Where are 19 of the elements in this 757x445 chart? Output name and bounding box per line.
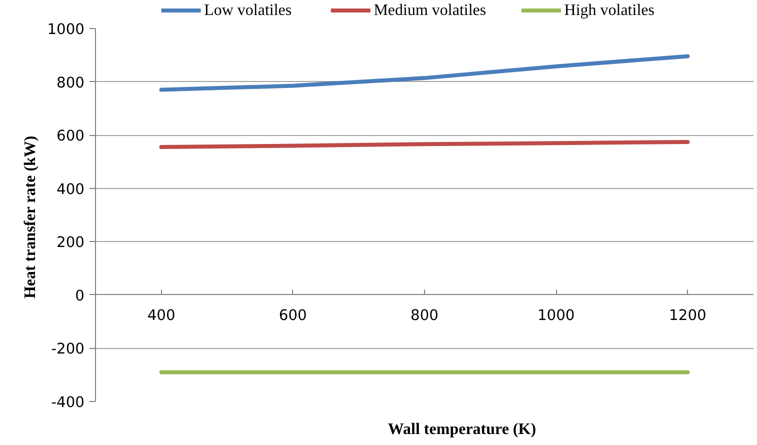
legend-label: High volatiles — [564, 2, 654, 19]
x-tick-label: 1000 — [537, 306, 575, 324]
x-tick-label: 800 — [410, 306, 438, 324]
x-tick-label: 400 — [147, 306, 176, 324]
y-tick-label: 400 — [56, 180, 85, 198]
legend-label: Medium volatiles — [374, 2, 486, 19]
line-series — [159, 54, 690, 92]
y-tick-label: 200 — [56, 234, 85, 252]
y-tick-label: 800 — [56, 74, 85, 92]
x-tick-label: 1200 — [669, 306, 706, 324]
y-tick-label: 1000 — [47, 21, 85, 38]
y-tick-label: 0 — [75, 287, 85, 304]
y-tick-label: -400 — [51, 394, 85, 411]
y-tick-label: 600 — [56, 128, 85, 145]
y-axis-title: Heat transfer rate (kW) — [22, 136, 40, 299]
legend-label: Low volatiles — [204, 2, 292, 19]
x-tick-label: 600 — [278, 306, 307, 324]
x-axis-title: Wall temperature (K) — [388, 421, 536, 438]
y-tick-label: -200 — [51, 340, 85, 358]
